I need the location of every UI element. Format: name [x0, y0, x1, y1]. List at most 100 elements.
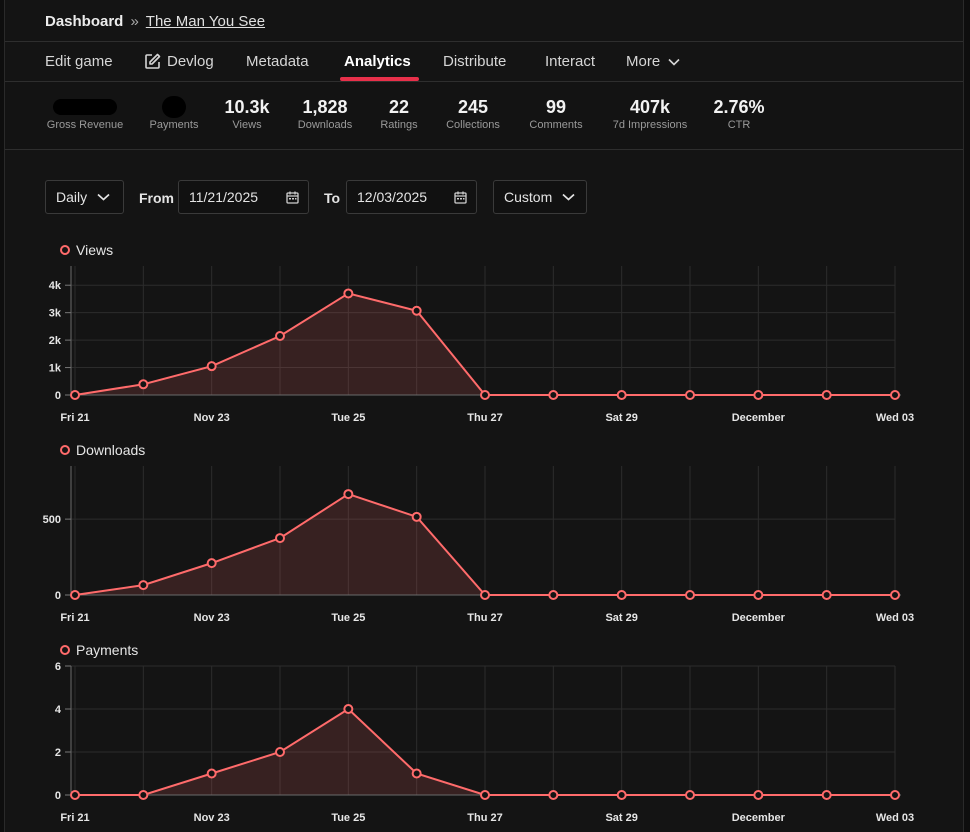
y-tick-label: 4	[55, 704, 62, 716]
stat-gross-revenue[interactable]: Gross Revenue	[45, 96, 125, 131]
data-point	[753, 390, 764, 400]
x-tick-label: Sat 29	[605, 612, 637, 624]
tab-label: Devlog	[167, 53, 214, 70]
to-date-input[interactable]: 12/03/2025	[346, 180, 477, 214]
to-label: To	[324, 190, 341, 206]
y-tick-label: 2	[55, 747, 61, 759]
data-point	[138, 379, 149, 390]
stat-ratings[interactable]: 22 Ratings	[375, 96, 423, 131]
stat-7d-impressions[interactable]: 407k 7d Impressions	[607, 96, 693, 131]
data-point	[548, 590, 559, 600]
data-point	[275, 747, 285, 757]
legend-payments[interactable]: Payments	[60, 642, 138, 658]
tab-edit-game[interactable]: Edit game	[45, 53, 113, 70]
data-point	[821, 590, 832, 600]
legend-downloads[interactable]: Downloads	[60, 442, 145, 458]
x-tick-label: December	[732, 612, 786, 624]
tab-metadata[interactable]: Metadata	[246, 53, 309, 70]
stat-label: Downloads	[297, 119, 353, 131]
y-tick-label: 1k	[49, 363, 62, 375]
data-point	[480, 790, 490, 800]
stat-label: Collections	[446, 119, 500, 131]
header-bar: Dashboard » The Man You See	[5, 0, 963, 42]
x-tick-label: Thu 27	[467, 412, 502, 424]
data-point	[548, 790, 559, 800]
x-tick-label: Wed 03	[876, 812, 914, 824]
stat-value: 2.76%	[713, 97, 765, 117]
data-point	[480, 390, 490, 400]
from-date-value: 11/21/2025	[189, 189, 259, 205]
calendar-icon[interactable]	[286, 191, 299, 204]
data-point	[70, 790, 80, 800]
data-point	[890, 590, 900, 600]
stat-collections[interactable]: 245 Collections	[441, 96, 505, 131]
tab-devlog[interactable]: Devlog	[144, 53, 214, 70]
stat-value: 10.3k	[224, 97, 270, 117]
stat-ctr[interactable]: 2.76% CTR	[711, 96, 767, 131]
data-point	[685, 390, 695, 400]
data-point	[343, 489, 354, 500]
data-point	[616, 390, 627, 400]
x-tick-label: Wed 03	[876, 612, 914, 624]
stat-comments[interactable]: 99 Comments	[524, 96, 588, 131]
stat-value	[45, 96, 125, 118]
stat-value: 22	[388, 97, 410, 117]
data-point	[616, 590, 627, 600]
stat-payments[interactable]: Payments	[145, 96, 203, 131]
redacted-value	[162, 96, 186, 118]
stats-bar: Gross Revenue Payments 10.3k Views 1,828…	[5, 82, 963, 150]
data-point	[753, 590, 764, 600]
y-tick-label: 2k	[49, 335, 62, 347]
series-area	[75, 494, 895, 595]
tab-label: Edit game	[45, 53, 113, 70]
tab-label: Metadata	[246, 53, 309, 70]
redacted-value	[53, 99, 117, 115]
from-label: From	[139, 190, 174, 206]
from-date-input[interactable]: 11/21/2025	[178, 180, 309, 214]
data-point	[821, 390, 832, 400]
data-point	[890, 790, 900, 800]
tab-interact[interactable]: Interact	[545, 53, 595, 70]
breadcrumb-game-link[interactable]: The Man You See	[145, 13, 266, 30]
tab-label: Interact	[545, 53, 596, 70]
data-point	[411, 511, 422, 522]
x-tick-label: Fri 21	[60, 612, 89, 624]
payments-chart: 0 2 4 6 Fri 21 Nov 23 Tue 25 Thu 27 Sat 29 Decemb…	[55, 661, 914, 824]
edit-icon	[144, 53, 161, 70]
stat-label: Views	[232, 119, 262, 131]
legend-label: Views	[76, 242, 114, 258]
data-point	[685, 790, 695, 800]
x-tick-label: Sat 29	[605, 812, 637, 824]
x-tick-label: Tue 25	[331, 812, 365, 824]
interval-select[interactable]: Daily	[45, 180, 124, 214]
tab-more[interactable]: More	[626, 53, 680, 70]
legend-label: Downloads	[76, 442, 146, 458]
breadcrumb-dashboard-link[interactable]: Dashboard	[45, 13, 124, 30]
legend-views[interactable]: Views	[60, 242, 113, 258]
x-tick-label: Nov 23	[194, 612, 230, 624]
data-point	[138, 580, 149, 591]
stat-value: 99	[545, 97, 567, 117]
stat-views[interactable]: 10.3k Views	[219, 96, 275, 131]
tab-label: More	[626, 53, 661, 70]
tab-analytics[interactable]: Analytics	[344, 53, 411, 70]
stat-label: CTR	[727, 119, 751, 131]
legend-marker	[60, 445, 70, 455]
range-select[interactable]: Custom	[493, 180, 587, 214]
data-point	[206, 768, 217, 779]
downloads-chart: 0 500 Fri 21 Nov 23 Tue 25 Thu 27 Sat 29 Decemb…	[43, 466, 914, 624]
stat-label: Comments	[529, 119, 583, 131]
tab-distribute[interactable]: Distribute	[443, 53, 506, 70]
active-tab-indicator	[340, 77, 419, 81]
data-point	[548, 390, 559, 400]
tab-label: Distribute	[443, 53, 507, 70]
calendar-icon[interactable]	[454, 191, 467, 204]
stat-label: 7d Impressions	[612, 119, 688, 131]
stat-value: 1,828	[302, 97, 348, 117]
series-area	[75, 709, 895, 795]
stat-downloads[interactable]: 1,828 Downloads	[291, 96, 359, 131]
stat-label: Payments	[149, 119, 199, 131]
y-tick-label: 500	[43, 514, 61, 526]
x-tick-label: Thu 27	[467, 812, 502, 824]
legend-label: Payments	[76, 642, 139, 658]
